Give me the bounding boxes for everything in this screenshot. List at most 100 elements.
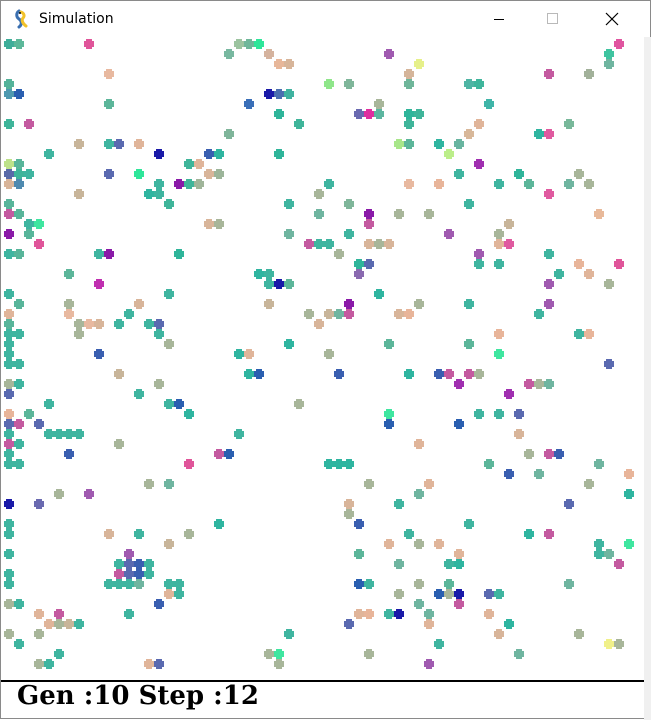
particle: [564, 499, 574, 509]
particle: [154, 149, 164, 159]
particle: [464, 199, 474, 209]
particle: [94, 349, 104, 359]
particle: [264, 49, 274, 59]
particle: [384, 539, 394, 549]
particle: [414, 489, 424, 499]
particle: [604, 279, 614, 289]
particle: [294, 119, 304, 129]
particle: [574, 259, 584, 269]
particle: [4, 449, 14, 459]
particle: [384, 339, 394, 349]
particle: [164, 289, 174, 299]
particle: [554, 269, 564, 279]
particle: [584, 69, 594, 79]
particle: [4, 529, 14, 539]
particle: [394, 209, 404, 219]
particle: [474, 409, 484, 419]
particle: [624, 489, 634, 499]
particle: [604, 59, 614, 69]
particle: [594, 539, 604, 549]
particle: [104, 99, 114, 109]
particle: [474, 249, 484, 259]
particle: [164, 399, 174, 409]
particle: [14, 329, 24, 339]
particle: [54, 649, 64, 659]
particle: [24, 219, 34, 229]
particle: [14, 169, 24, 179]
particle: [84, 489, 94, 499]
particle: [594, 459, 604, 469]
particle: [64, 429, 74, 439]
particle: [354, 269, 364, 279]
particle: [524, 179, 534, 189]
particle: [494, 409, 504, 419]
particle: [274, 89, 284, 99]
particle: [354, 109, 364, 119]
particle: [424, 209, 434, 219]
particle: [284, 279, 294, 289]
particle: [104, 579, 114, 589]
particle: [504, 219, 514, 229]
particle: [474, 79, 484, 89]
status-readout: Gen :10 Step :12: [17, 681, 259, 711]
particle: [204, 149, 214, 159]
particle: [374, 289, 384, 299]
particle: [364, 109, 374, 119]
particle: [604, 49, 614, 59]
particle: [34, 419, 44, 429]
particle: [534, 379, 544, 389]
particle: [4, 549, 14, 559]
particle: [544, 69, 554, 79]
maximize-icon: [547, 13, 558, 24]
minimize-button[interactable]: [476, 1, 522, 37]
particle: [494, 589, 504, 599]
particle: [384, 609, 394, 619]
particle: [124, 609, 134, 619]
particle: [454, 139, 464, 149]
particle: [4, 79, 14, 89]
particle: [74, 329, 84, 339]
particle: [614, 639, 624, 649]
particle: [4, 459, 14, 469]
close-button[interactable]: [589, 1, 635, 37]
particle: [34, 629, 44, 639]
particle: [14, 39, 24, 49]
particle: [134, 559, 144, 569]
particle: [244, 99, 254, 109]
particle: [344, 199, 354, 209]
maximize-button[interactable]: [530, 1, 576, 37]
particle: [144, 559, 154, 569]
particle: [104, 69, 114, 79]
particle: [464, 369, 474, 379]
particle: [584, 179, 594, 189]
particle: [314, 319, 324, 329]
particle: [464, 519, 474, 529]
particle: [24, 119, 34, 129]
particle: [64, 619, 74, 629]
particle: [274, 659, 284, 669]
particle: [404, 179, 414, 189]
particle: [534, 309, 544, 319]
particle: [514, 169, 524, 179]
particle: [164, 199, 174, 209]
particle: [544, 249, 554, 259]
particle: [124, 559, 134, 569]
particle: [394, 139, 404, 149]
particle: [384, 419, 394, 429]
title-bar[interactable]: Simulation: [1, 1, 650, 37]
particle: [134, 529, 144, 539]
particle: [14, 419, 24, 429]
particle: [24, 409, 34, 419]
particle: [374, 239, 384, 249]
particle: [414, 579, 424, 589]
particle: [4, 329, 14, 339]
particle: [4, 39, 14, 49]
particle: [264, 649, 274, 659]
particle: [4, 159, 14, 169]
particle: [254, 369, 264, 379]
particle: [394, 309, 404, 319]
particle: [344, 619, 354, 629]
particle: [464, 129, 474, 139]
particle: [14, 599, 24, 609]
